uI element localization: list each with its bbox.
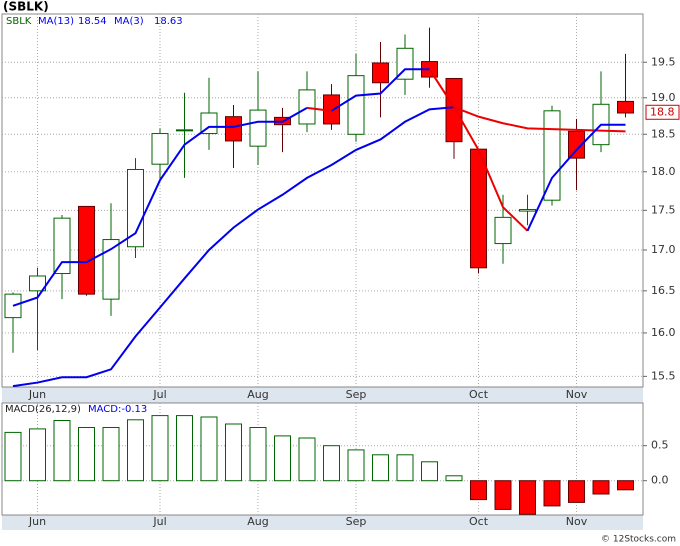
candle-body xyxy=(200,112,218,135)
x-tick-label: Nov xyxy=(566,388,588,401)
x-tick-label: Nov xyxy=(566,515,588,528)
legend-label: MA(13) xyxy=(38,16,74,27)
macd-bar xyxy=(29,428,46,482)
macd-bar xyxy=(519,480,536,515)
macd-bar xyxy=(568,480,585,503)
last-price-box xyxy=(645,104,680,120)
x-tick-label: Oct xyxy=(469,515,489,528)
moving-average-line xyxy=(12,107,308,307)
candle-body xyxy=(470,148,487,269)
macd-bar xyxy=(445,475,463,482)
macd-bar xyxy=(494,480,512,510)
y-tick-label: 18.5 xyxy=(651,127,676,140)
candle-body xyxy=(249,109,267,147)
x-tick-label: Jun xyxy=(28,515,46,528)
moving-average-line xyxy=(453,106,626,133)
macd-bar xyxy=(372,454,389,482)
candle-body xyxy=(617,100,634,114)
macd-bar xyxy=(151,415,169,482)
macd-bar xyxy=(102,427,120,482)
candle-body xyxy=(372,62,389,84)
macd-bar xyxy=(470,480,487,501)
y-tick-label: 0.0 xyxy=(651,474,669,487)
moving-average-line xyxy=(12,106,455,388)
macd-bar xyxy=(274,435,291,482)
macd-bar xyxy=(617,480,634,491)
x-tick-label: Sep xyxy=(346,388,367,401)
x-axis-band xyxy=(2,387,643,403)
moving-average-line xyxy=(526,123,626,232)
y-tick-label: 0.5 xyxy=(651,439,669,452)
legend-symbol: SBLK xyxy=(6,16,32,27)
y-tick-label: 19.5 xyxy=(651,55,676,68)
moving-average-line xyxy=(428,68,529,232)
y-tick-label: 18.0 xyxy=(651,165,676,178)
legend-label: MA(3) xyxy=(114,16,144,27)
candle-body xyxy=(347,75,365,135)
x-axis-band xyxy=(2,515,643,530)
chart-title: (SBLK) xyxy=(3,0,49,14)
moving-average-line xyxy=(306,106,332,112)
x-tick-label: Jul xyxy=(152,388,166,401)
candle-body xyxy=(29,275,46,292)
macd-bar xyxy=(347,449,365,482)
macd-bar xyxy=(127,419,144,482)
candle-body xyxy=(568,130,585,159)
candle-body xyxy=(151,133,169,165)
candle-body xyxy=(78,205,95,295)
legend-value: MACD:-0.13 xyxy=(88,404,147,415)
macd-bar xyxy=(396,454,414,482)
y-tick-label: 19.0 xyxy=(651,91,676,104)
candle-body xyxy=(543,110,561,201)
candle-body xyxy=(396,47,414,80)
x-tick-label: Jul xyxy=(152,515,166,528)
y-tick-label: 16.0 xyxy=(651,326,676,339)
macd-bar xyxy=(176,415,193,482)
candle-body xyxy=(519,209,536,212)
last-price-label: 18.8 xyxy=(650,105,675,118)
x-tick-label: Oct xyxy=(469,388,489,401)
y-tick-label: 17.0 xyxy=(651,243,676,256)
x-tick-label: Aug xyxy=(247,388,268,401)
panel xyxy=(1,13,644,388)
candle-body xyxy=(494,216,512,245)
candle-body xyxy=(298,89,316,125)
macd-bar xyxy=(323,445,340,482)
macd-bar xyxy=(200,416,218,482)
macd-bar xyxy=(592,480,610,495)
macd-bar xyxy=(249,427,267,482)
panel xyxy=(1,402,644,516)
macd-bar xyxy=(53,420,71,482)
legend-label: MACD(26,12,9) xyxy=(5,404,81,415)
legend-value: 18.63 xyxy=(154,16,183,27)
macd-bar xyxy=(298,437,316,482)
x-tick-label: Aug xyxy=(247,515,268,528)
legend-value: 18.54 xyxy=(78,16,107,27)
macd-bar xyxy=(4,431,22,482)
y-tick-label: 17.5 xyxy=(651,203,676,216)
footer: © 12Stocks.com xyxy=(601,535,676,545)
candle-body xyxy=(176,129,193,132)
candle-body xyxy=(102,239,120,300)
candle-body xyxy=(4,293,22,319)
y-tick-label: 16.5 xyxy=(651,284,676,297)
moving-average-line xyxy=(330,68,430,112)
y-tick-label: 15.5 xyxy=(651,369,676,382)
candle-body xyxy=(225,116,242,142)
macd-bar xyxy=(543,480,561,507)
macd-bar xyxy=(78,427,95,482)
macd-bar xyxy=(225,423,242,482)
macd-bar xyxy=(421,461,438,482)
candle-body xyxy=(127,168,144,248)
x-tick-label: Jun xyxy=(28,388,46,401)
candle-body xyxy=(53,217,71,275)
x-tick-label: Sep xyxy=(346,515,367,528)
